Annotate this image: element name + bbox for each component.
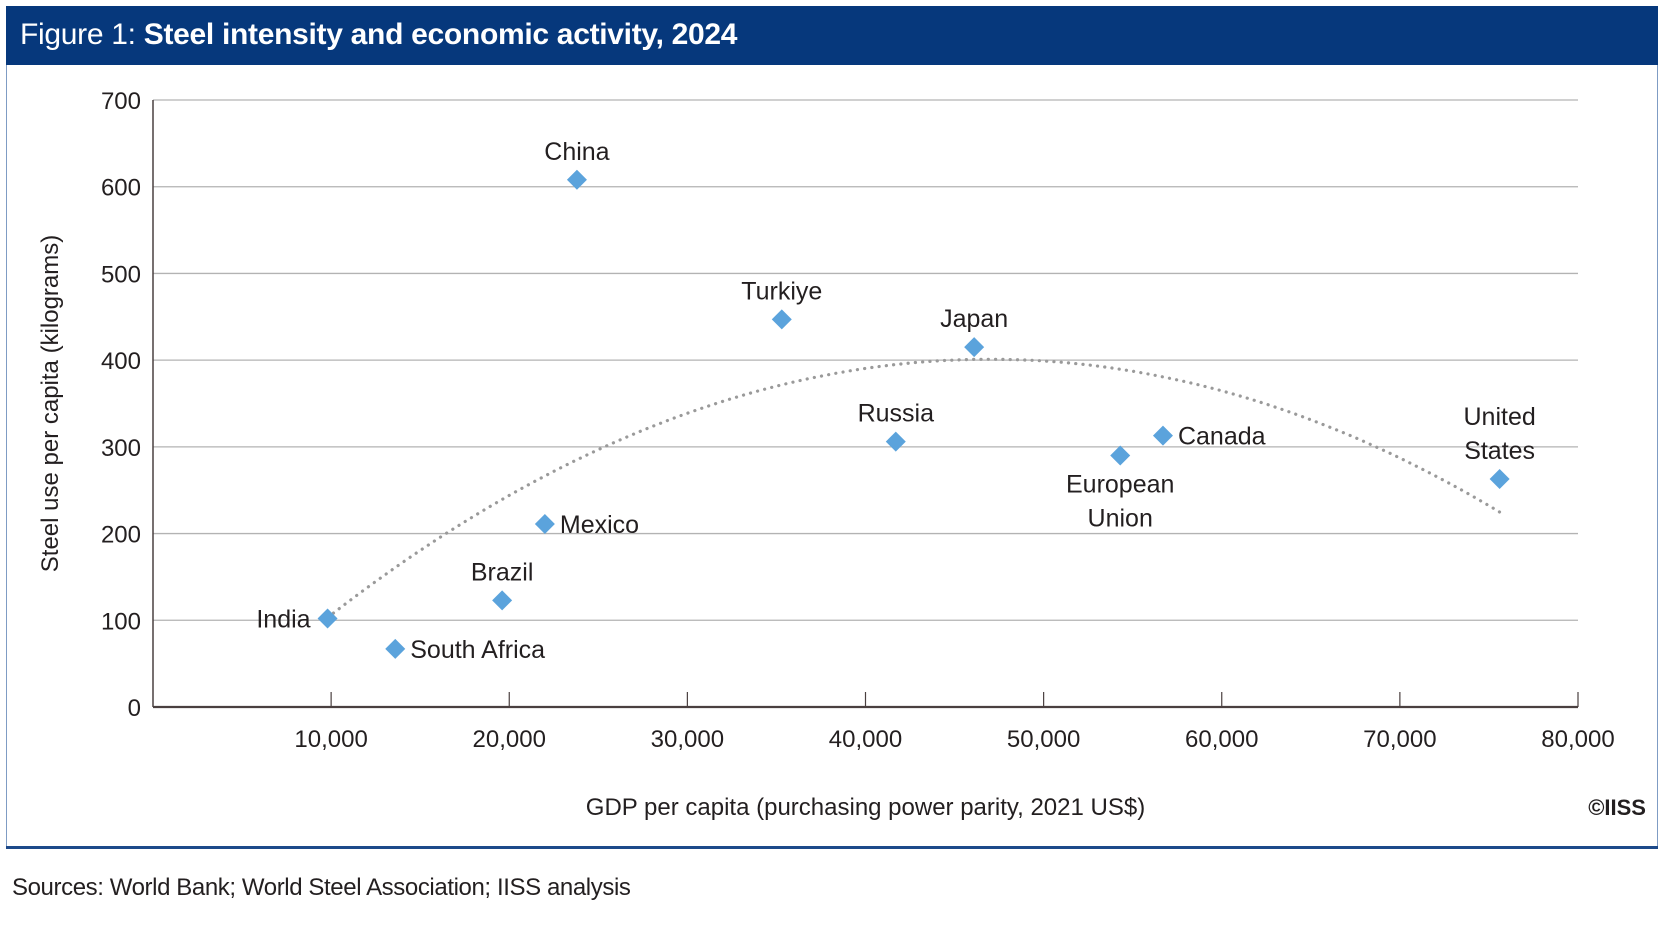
x-tick-label: 10,000 bbox=[294, 726, 367, 753]
point-label-united-states: United bbox=[1463, 403, 1535, 431]
data-point-brazil bbox=[492, 590, 513, 611]
data-point-india bbox=[317, 608, 338, 629]
point-label-russia: Russia bbox=[858, 400, 935, 428]
copyright-label: ©IISS bbox=[1588, 795, 1646, 820]
point-labels: India South Africa Brazil Mexico China Turkiy… bbox=[256, 138, 1535, 664]
gridlines bbox=[153, 99, 1578, 621]
point-label-united-states: States bbox=[1464, 437, 1535, 465]
data-point-turkiye bbox=[771, 309, 792, 330]
point-label-japan: Japan bbox=[940, 305, 1008, 333]
point-label-brazil: Brazil bbox=[471, 558, 534, 586]
point-label-european-union: Union bbox=[1088, 505, 1153, 533]
point-label-india: India bbox=[256, 606, 310, 634]
data-point-japan bbox=[964, 337, 985, 358]
figure-title: Figure 1: Steel intensity and economic a… bbox=[20, 18, 737, 52]
point-label-south-africa: South Africa bbox=[410, 636, 545, 664]
data-point-russia bbox=[885, 431, 906, 452]
x-tick-label: 80,000 bbox=[1541, 726, 1614, 753]
axes bbox=[152, 100, 1579, 709]
data-point-canada bbox=[1152, 425, 1173, 446]
y-tick-label: 700 bbox=[101, 88, 141, 115]
x-axis-title: GDP per capita (purchasing power parity,… bbox=[586, 794, 1145, 821]
data-points bbox=[317, 169, 1510, 659]
x-tick-label: 30,000 bbox=[651, 726, 724, 753]
y-tick-label: 200 bbox=[101, 522, 141, 549]
panel-bottom-rule bbox=[6, 846, 1658, 849]
y-tick-label: 100 bbox=[101, 608, 141, 635]
point-label-china: China bbox=[544, 138, 609, 166]
x-tick-label: 50,000 bbox=[1007, 726, 1080, 753]
x-tick-label: 60,000 bbox=[1185, 726, 1258, 753]
y-tick-label: 600 bbox=[101, 175, 141, 202]
figure-number: Figure 1: bbox=[20, 18, 144, 51]
point-label-european-union: European bbox=[1066, 471, 1174, 499]
data-point-united-states bbox=[1489, 468, 1510, 489]
trendline-group bbox=[326, 357, 1503, 620]
y-tick-label: 400 bbox=[101, 348, 141, 375]
point-label-turkiye: Turkiye bbox=[741, 277, 822, 305]
data-point-china bbox=[566, 169, 587, 190]
sources-note: Sources: World Bank; World Steel Associa… bbox=[12, 874, 631, 901]
figure-title-text: Steel intensity and economic activity, 2… bbox=[143, 18, 738, 51]
point-label-mexico: Mexico bbox=[560, 511, 639, 539]
point-label-canada: Canada bbox=[1178, 423, 1266, 451]
x-tick-label: 20,000 bbox=[473, 726, 546, 753]
y-axis-title: Steel use per capita (kilograms) bbox=[37, 235, 64, 572]
x-tick-labels: 10,000 20,000 30,000 40,000 50,000 60,000 70,0… bbox=[294, 726, 1614, 753]
y-tick-label: 300 bbox=[101, 435, 141, 462]
y-tick-label: 0 bbox=[128, 695, 141, 722]
data-point-south-africa bbox=[385, 638, 406, 659]
x-tick-label: 70,000 bbox=[1363, 726, 1436, 753]
figure-header: Figure 1: Steel intensity and economic a… bbox=[6, 6, 1658, 65]
y-tick-label: 500 bbox=[101, 261, 141, 288]
y-tick-labels: 0 100 200 300 400 500 600 700 bbox=[101, 88, 141, 722]
data-point-european-union bbox=[1110, 445, 1131, 466]
data-point-mexico bbox=[534, 514, 555, 535]
trendline bbox=[326, 357, 1503, 620]
x-tick-label: 40,000 bbox=[829, 726, 902, 753]
